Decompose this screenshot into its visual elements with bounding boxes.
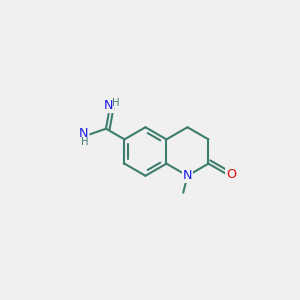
Text: H: H [112,98,120,108]
Text: O: O [226,168,236,181]
Text: N: N [104,99,113,112]
Text: H: H [81,136,88,146]
Text: N: N [79,127,89,140]
Text: N: N [183,169,192,182]
